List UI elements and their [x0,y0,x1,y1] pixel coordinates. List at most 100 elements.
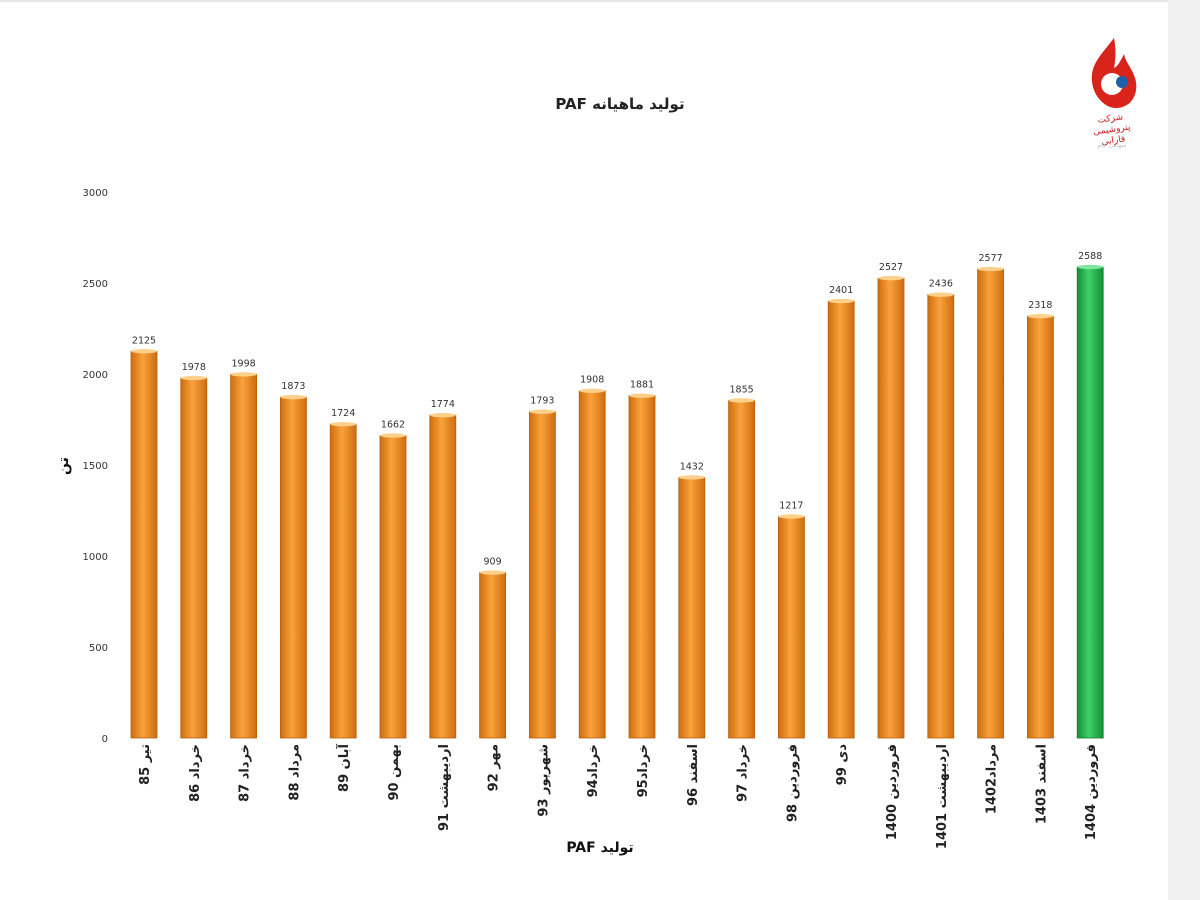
bar-top-cap [280,394,307,400]
bar [429,414,457,739]
company-logo: شرکت پتروشیمی فارابی سهامی عام [1080,36,1144,166]
y-axis: 0 500 1000 1500 2000 2500 3000 [83,188,108,745]
x-axis-ticks: تیر 85 خرداد 86 خرداد 87 مرداد 88 آبان 89 بهم… [138,743,1099,849]
bar [379,435,407,739]
data-label: 1873 [281,381,305,392]
data-label: 2436 [929,279,953,290]
y-tick-label: 500 [89,643,108,654]
x-tick-label: خرداد 86 [188,744,203,802]
bar [628,395,656,739]
x-tick-label: خرداد94 [586,744,601,797]
y-tick-label: 3000 [83,188,108,199]
chart-title: تولید ماهیانه PAF [555,95,685,113]
bar [927,294,955,739]
x-tick-label: بهمن 90 [387,744,402,801]
y-tick-label: 1000 [83,552,108,563]
bar [728,399,755,739]
data-label: 2401 [829,285,853,296]
x-tick-label: شهریور 93 [536,744,551,817]
logo-subcaption: سهامی عام [1097,142,1127,149]
bar [827,300,855,739]
bar [1027,315,1054,739]
bar-top-cap [479,570,506,575]
y-axis-label: تن [56,457,72,475]
bar [977,268,1004,739]
data-label: 2527 [879,262,903,273]
bar-chart: 0 500 1000 1500 2000 2500 3000 تن 2125 1978 1998… [56,188,1104,849]
x-tick-label: مرداد1402 [985,744,1000,814]
bar-top-cap [579,388,606,393]
x-tick-label: اردیبهشت 91 [437,744,452,831]
x-tick-label: مهر 92 [487,744,502,791]
bar-top-cap [429,412,456,418]
data-label: 1432 [680,461,704,472]
bar [329,423,357,739]
bar-top-cap [927,292,954,297]
data-label: 2318 [1028,300,1052,311]
x-axis-title: تولید PAF [566,840,634,856]
bar [279,396,307,739]
data-label: 1908 [580,375,604,386]
bar-top-cap [778,514,805,519]
x-tick-label: خرداد 97 [736,744,751,802]
bar [877,277,905,739]
bar [529,411,556,739]
bar [778,516,805,739]
x-tick-label: فروردین 98 [785,744,800,822]
bar [479,572,507,739]
data-label: 1662 [381,420,405,431]
bar [578,390,606,739]
top-border [0,0,1168,2]
bar-top-cap [977,266,1004,272]
x-tick-label: خرداد95 [636,744,651,797]
bar-top-cap [1077,264,1104,270]
bar-top-cap [330,422,357,427]
data-label: 1998 [232,358,256,369]
bar-top-cap [629,393,655,398]
x-tick-label: فروردین 1404 [1084,744,1099,840]
data-label: 1978 [182,362,206,373]
bar-top-cap [180,375,207,381]
x-tick-label: فروردین 1400 [885,744,900,840]
bar-top-cap [529,409,556,414]
data-label: 1793 [530,396,554,407]
x-tick-label: اسفند 96 [686,744,701,806]
data-labels: 2125 1978 1998 1873 1724 1662 1774 909 1793 1908 1… [132,251,1102,568]
x-tick-label: مرداد 88 [287,744,302,801]
bar-top-cap [728,398,755,403]
x-tick-label: آبان 89 [335,743,352,791]
data-label: 909 [484,557,502,568]
bar-top-cap [380,433,406,438]
bar [678,476,706,739]
data-label: 1724 [331,408,355,419]
bar [130,350,158,739]
x-tick-label: خرداد 87 [238,744,253,802]
data-label: 1217 [779,501,803,512]
data-label: 2125 [132,335,156,346]
data-label: 2577 [979,253,1003,264]
x-tick-label: اسفند 1403 [1034,744,1049,824]
data-label: 1881 [630,380,654,391]
bar [1076,266,1104,739]
y-tick-label: 2500 [83,279,108,290]
data-label: 2588 [1078,251,1102,262]
bar-top-cap [1027,313,1054,319]
data-label: 1855 [730,384,754,395]
x-tick-label: تیر 85 [138,744,153,785]
x-tick-label: اردیبهشت 1401 [935,744,950,849]
y-tick-label: 0 [102,734,108,745]
y-tick-label: 2000 [83,370,108,381]
bar-top-cap [828,298,855,304]
flame-logo-icon [1091,38,1137,108]
bar-top-cap [678,475,705,480]
right-margin-strip [1168,0,1200,900]
bar-top-cap [878,275,904,281]
data-label: 1774 [431,399,455,410]
bars [130,264,1104,739]
y-tick-label: 1500 [83,461,108,472]
bar-top-cap [230,372,257,377]
bar [230,373,258,739]
bar [180,377,208,739]
bar-top-cap [131,349,157,354]
x-tick-label: دی 99 [835,744,850,786]
